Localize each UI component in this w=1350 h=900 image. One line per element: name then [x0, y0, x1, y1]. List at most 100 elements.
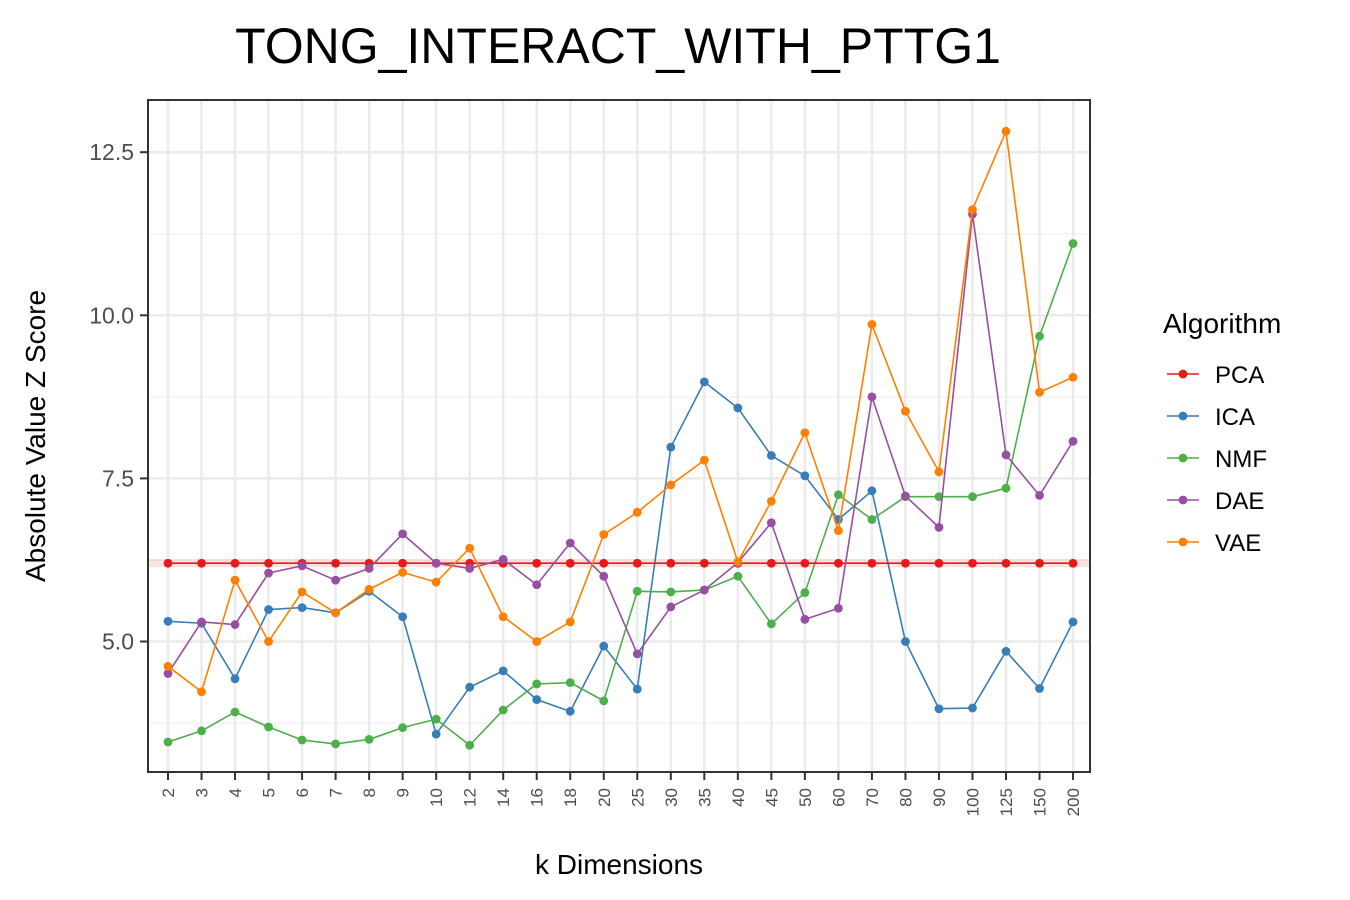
legend-label-ica: ICA	[1215, 404, 1255, 431]
data-point-vae	[834, 526, 843, 536]
legend-item-pca: PCA	[1167, 362, 1264, 389]
legend-label-dae: DAE	[1215, 488, 1264, 515]
data-point-nmf	[431, 714, 441, 724]
data-point-vae	[632, 507, 642, 517]
data-point-vae	[197, 687, 206, 697]
data-point-vae	[968, 205, 977, 215]
data-point-vae	[465, 543, 475, 553]
data-point-nmf	[398, 723, 408, 733]
data-point-nmf	[834, 490, 843, 500]
data-point-dae	[431, 558, 441, 568]
data-point-pca	[901, 558, 910, 568]
series-pca	[148, 558, 1090, 568]
x-tick-label: 9	[394, 788, 413, 797]
data-point-dae	[532, 580, 542, 590]
x-tick-label: 3	[193, 788, 212, 797]
data-point-dae	[867, 392, 877, 402]
legend-key-point-dae	[1178, 495, 1188, 505]
plot-border	[147, 99, 1091, 773]
data-point-dae	[599, 571, 609, 581]
data-point-pca	[1035, 558, 1044, 568]
data-point-dae	[163, 669, 173, 678]
data-point-nmf	[934, 492, 944, 502]
y-tick-label: 12.5	[89, 139, 134, 165]
data-point-ica	[599, 641, 609, 651]
legend-item-dae: DAE	[1167, 488, 1264, 515]
x-tick-label: 30	[662, 788, 681, 807]
legend-label-nmf: NMF	[1215, 446, 1267, 473]
data-point-vae	[331, 608, 340, 618]
data-point-pca	[1068, 558, 1078, 568]
legend-label-pca: PCA	[1215, 362, 1264, 389]
data-point-nmf	[565, 678, 575, 688]
data-point-nmf	[632, 586, 642, 596]
legend-label-vae: VAE	[1215, 530, 1261, 557]
x-tick-label: 90	[930, 788, 949, 807]
data-point-nmf	[197, 726, 206, 736]
data-point-ica	[465, 682, 475, 692]
series-line-nmf	[167, 243, 1074, 747]
data-point-pca	[565, 558, 575, 568]
series-line-ica	[167, 381, 1074, 735]
data-point-pca	[1001, 558, 1011, 568]
x-tick-label: 10	[427, 788, 446, 807]
data-point-ica	[968, 703, 977, 713]
data-point-nmf	[297, 735, 307, 745]
chart-title: TONG_INTERACT_WITH_PTTG1	[235, 18, 1001, 74]
data-point-ica	[901, 637, 910, 646]
x-tick-label: 200	[1064, 788, 1083, 816]
data-point-nmf	[264, 722, 273, 732]
data-point-vae	[1001, 126, 1011, 136]
data-point-dae	[934, 522, 944, 532]
data-point-pca	[163, 558, 173, 568]
x-tick-label: 40	[729, 788, 748, 807]
data-point-ica	[699, 377, 709, 387]
data-point-pca	[666, 558, 676, 568]
data-point-vae	[733, 557, 743, 567]
data-point-dae	[766, 518, 776, 528]
data-point-ica	[1035, 684, 1044, 693]
x-axis-title: k Dimensions	[535, 849, 703, 880]
data-point-nmf	[1035, 331, 1044, 341]
data-point-ica	[800, 471, 810, 481]
data-point-ica	[1001, 646, 1011, 656]
data-point-vae	[532, 637, 542, 646]
data-point-vae	[867, 320, 877, 329]
data-point-nmf	[968, 492, 977, 502]
data-point-vae	[230, 575, 240, 585]
legend-key-point-vae	[1178, 537, 1188, 547]
data-point-dae	[398, 529, 408, 539]
grid	[148, 100, 1090, 772]
data-point-dae	[699, 585, 709, 595]
data-point-pca	[800, 558, 810, 568]
data-point-ica	[532, 695, 542, 704]
data-point-vae	[498, 612, 508, 622]
data-point-pca	[264, 558, 273, 568]
x-tick-label: 20	[595, 788, 614, 807]
series-line-dae	[167, 213, 1074, 674]
data-point-dae	[264, 568, 273, 578]
series-vae	[163, 126, 1078, 697]
x-tick-label: 35	[695, 788, 714, 807]
data-point-vae	[800, 428, 810, 438]
data-point-pca	[867, 558, 877, 568]
data-point-dae	[230, 620, 240, 629]
x-tick-label: 70	[863, 788, 882, 807]
data-point-ica	[666, 442, 676, 452]
data-point-pca	[766, 558, 776, 568]
data-point-dae	[498, 554, 508, 564]
data-point-vae	[1068, 372, 1078, 382]
y-tick-label: 10.0	[89, 302, 134, 328]
data-point-dae	[1001, 450, 1011, 460]
data-point-vae	[565, 617, 575, 627]
data-point-dae	[364, 564, 374, 573]
data-point-pca	[532, 558, 542, 568]
data-point-pca	[968, 558, 977, 568]
data-point-ica	[163, 616, 173, 626]
data-point-pca	[599, 558, 609, 568]
data-point-vae	[398, 567, 408, 577]
data-point-nmf	[867, 515, 877, 524]
legend-item-vae: VAE	[1167, 530, 1261, 557]
data-point-vae	[297, 587, 307, 597]
data-point-dae	[197, 617, 206, 627]
